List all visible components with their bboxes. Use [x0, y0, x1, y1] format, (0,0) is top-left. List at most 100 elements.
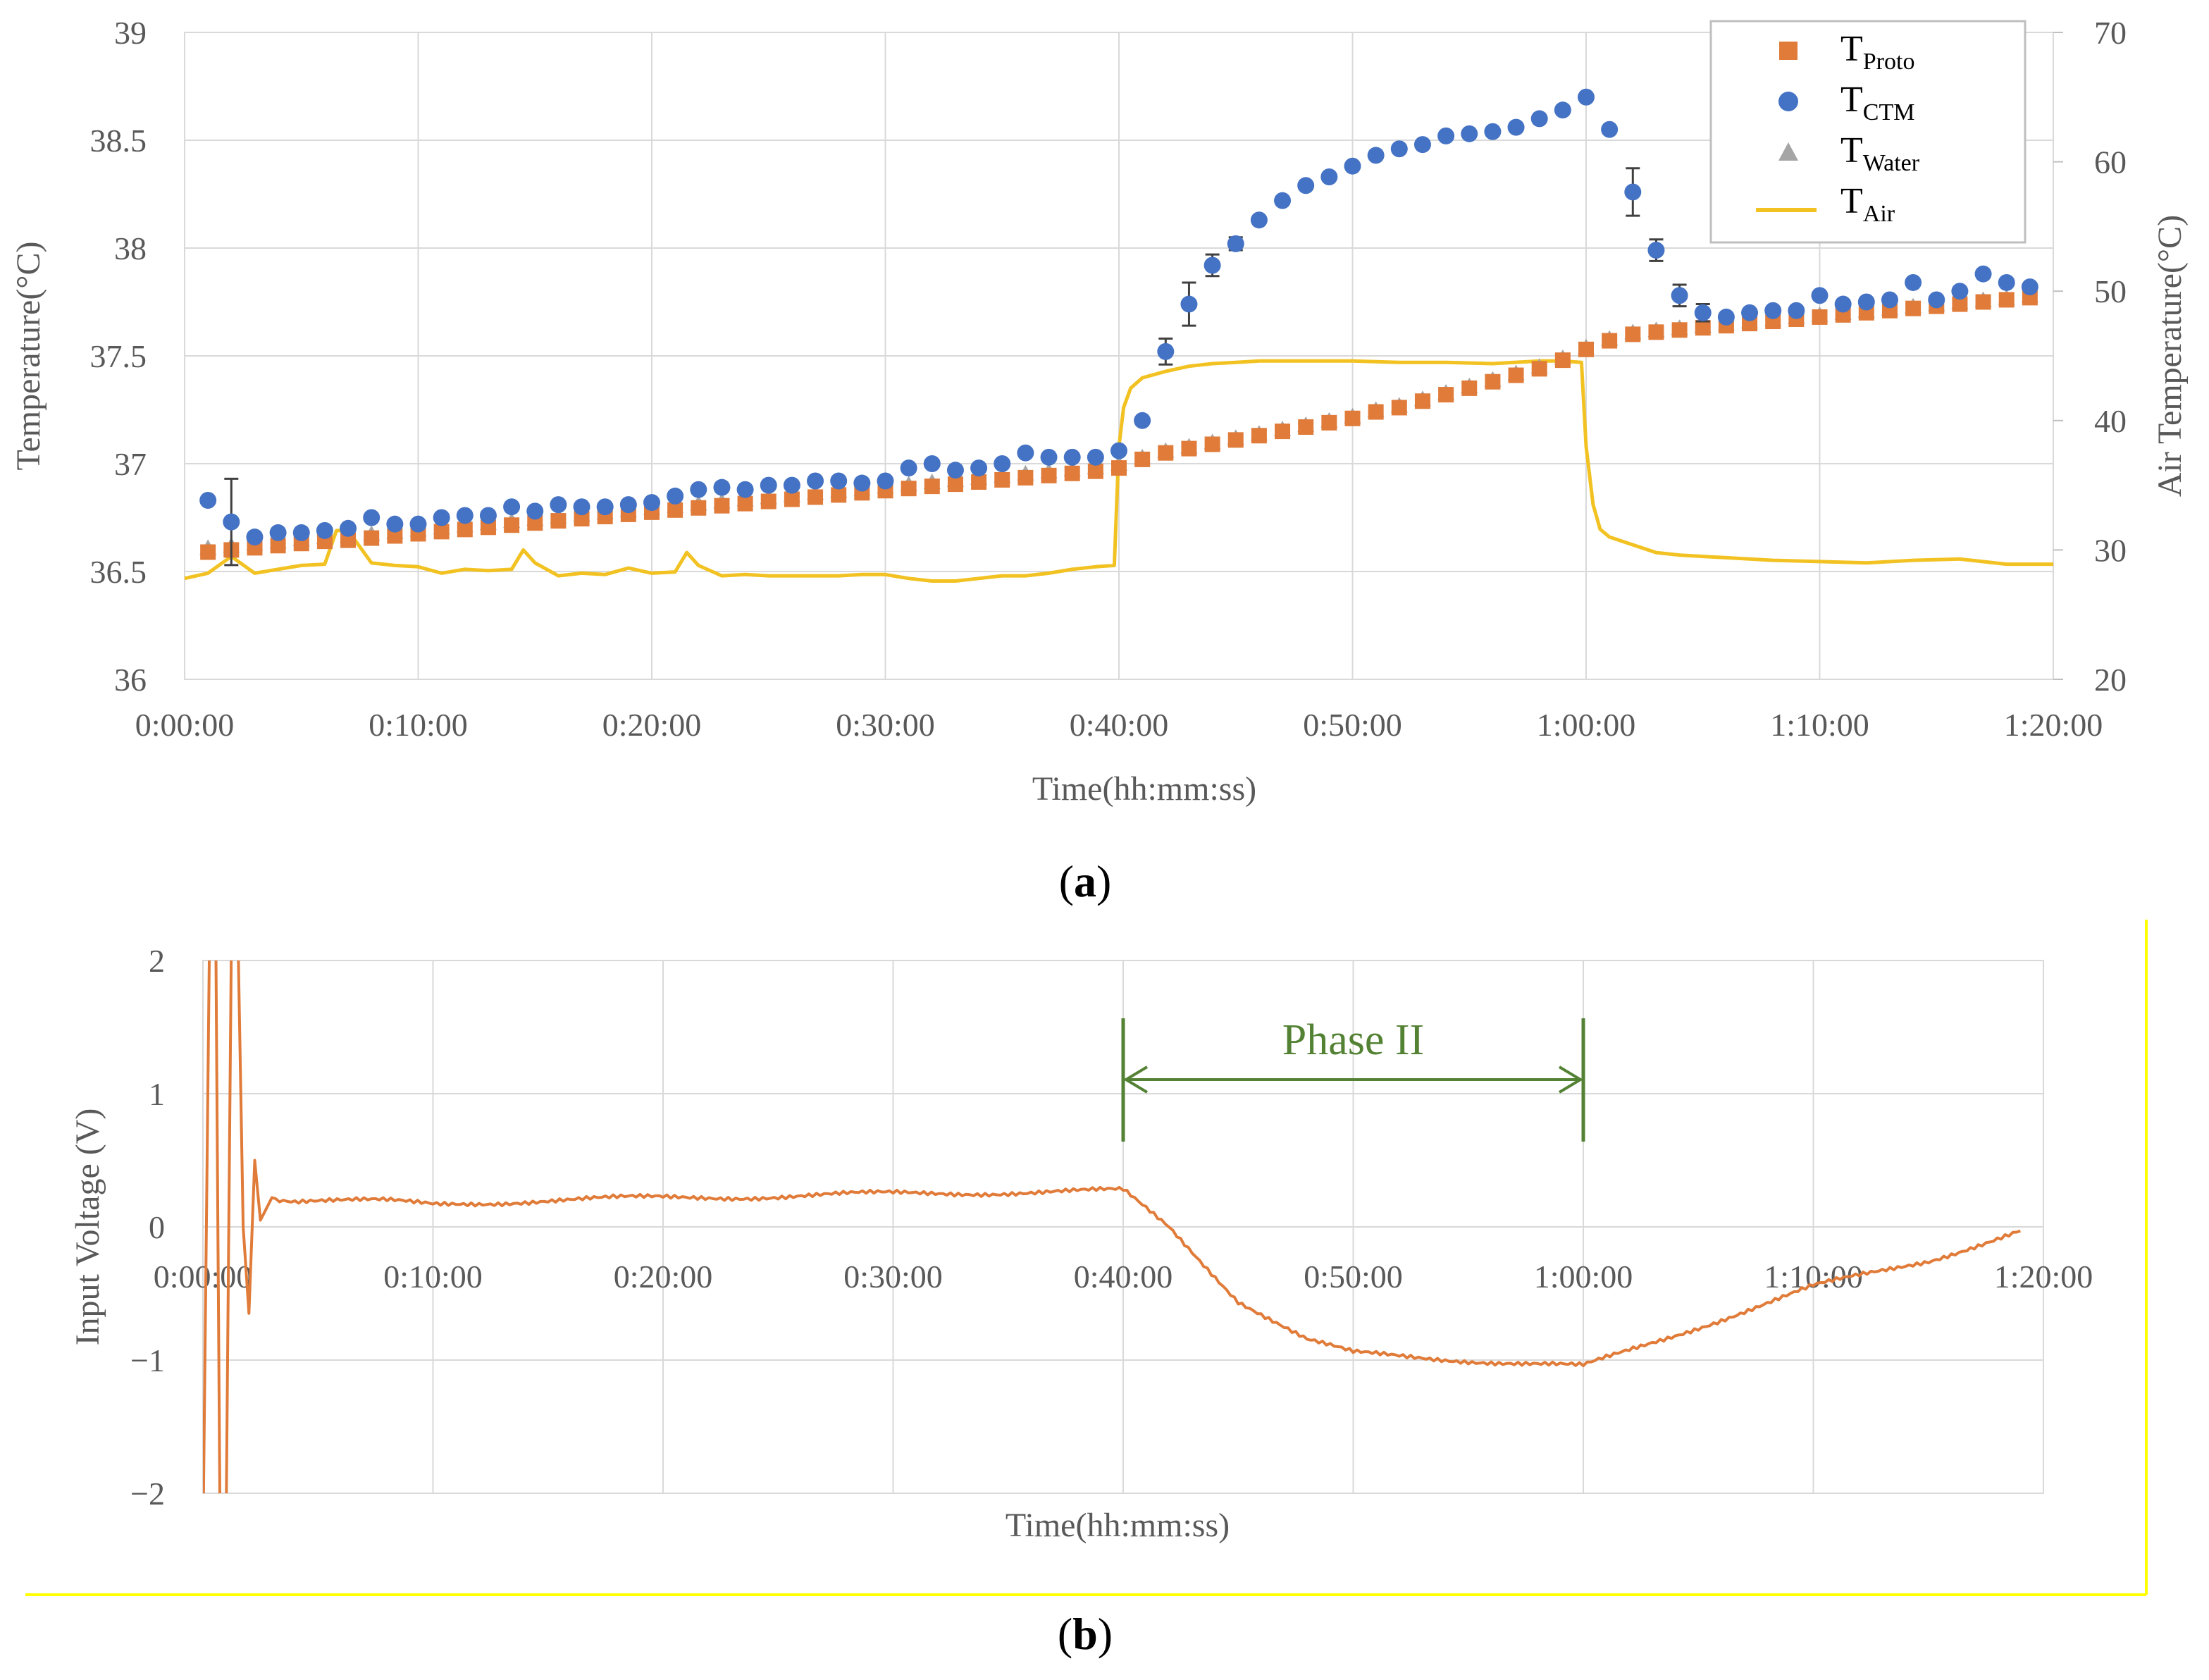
- t-proto-point: [550, 513, 567, 529]
- t-proto-point: [364, 530, 380, 546]
- t-proto-point: [1508, 367, 1524, 383]
- chart-b-gridlines: [202, 960, 2044, 1494]
- t-ctm-point: [1180, 295, 1198, 313]
- t-ctm-point: [830, 472, 848, 490]
- chart-b-x-tick: 1:00:00: [1534, 1259, 1633, 1295]
- t-proto-point: [691, 500, 707, 516]
- t-proto-point: [574, 511, 590, 527]
- chart-a-x-tick: 0:20:00: [602, 707, 702, 743]
- chart-b-y-tick: 2: [149, 943, 165, 979]
- t-proto-point: [1975, 294, 1991, 310]
- chart-a: 0:00:00 0:10:00 0:20:00 0:30:00 0:40:00 0:50:…: [10, 15, 2189, 808]
- chart-a-y-tick: 37: [114, 446, 147, 482]
- chart-a-y-axis-label: Temperature(°C): [10, 241, 47, 470]
- t-ctm-point: [386, 515, 404, 533]
- t-ctm-point: [1203, 257, 1221, 274]
- t-proto-point: [1905, 300, 1922, 316]
- t-ctm-point: [1017, 444, 1034, 462]
- legend-label-main: T: [1840, 80, 1863, 120]
- t-proto-point: [947, 476, 963, 493]
- chart-b-y-tick: −1: [130, 1342, 165, 1378]
- chart-b-x-tick: 0:10:00: [383, 1259, 483, 1295]
- t-proto-point: [1602, 333, 1618, 349]
- t-air-line: [184, 359, 2053, 583]
- t-ctm-point: [1554, 101, 1571, 119]
- t-ctm-point: [807, 472, 824, 490]
- chart-a-x-tick: 1:10:00: [1770, 707, 1869, 743]
- t-ctm-point: [994, 455, 1011, 472]
- legend-label: TAir: [1840, 181, 1895, 227]
- chart-a-x-tick: 0:40:00: [1070, 707, 1169, 743]
- panel-a-letter: a: [1074, 856, 1096, 906]
- chart-b-x-axis-label: Time(hh:mm:ss): [1006, 1507, 1230, 1544]
- series-t-air: [184, 359, 2053, 583]
- t-proto-point: [1087, 463, 1103, 479]
- t-ctm-point: [970, 459, 988, 477]
- t-proto-point: [1998, 292, 2015, 308]
- t-ctm-point: [1507, 118, 1525, 136]
- t-ctm-point: [619, 496, 637, 514]
- chart-b-x-tick-labels: 0:00:00 0:10:00 0:20:00 0:30:00 0:40:00 0:50:…: [154, 1259, 2093, 1295]
- legend-label-main: T: [1840, 29, 1863, 69]
- legend-marker-triangle: [1778, 142, 1798, 161]
- t-ctm-point: [199, 492, 217, 509]
- t-ctm-point: [1063, 448, 1081, 466]
- t-ctm-point: [1274, 192, 1292, 209]
- t-proto-point: [200, 544, 216, 560]
- t-proto-point: [1438, 387, 1454, 403]
- t-proto-point: [1181, 440, 1197, 457]
- chart-a-y2-tick: 70: [2094, 15, 2127, 51]
- t-proto-point: [714, 498, 730, 514]
- t-proto-point: [760, 493, 776, 509]
- t-ctm-point: [363, 509, 380, 526]
- t-ctm-point: [223, 513, 240, 531]
- t-ctm-point: [1788, 302, 1805, 319]
- legend-label: TWater: [1840, 130, 1920, 176]
- t-proto-point: [1064, 465, 1080, 481]
- chart-a-y-tick-labels: 36 36.5 37 37.5 38 38.5 39: [90, 15, 147, 698]
- t-proto-point: [831, 487, 847, 503]
- legend-label-sub: CTM: [1863, 99, 1915, 125]
- t-ctm-point: [1694, 304, 1712, 321]
- t-ctm-point: [760, 476, 777, 494]
- legend-label-main: T: [1840, 181, 1863, 221]
- phase-ii-arrow-right: [1558, 1066, 1583, 1094]
- chart-a-y2-axis-label: Air Temperature(°C): [2151, 215, 2189, 497]
- t-ctm-point: [246, 529, 264, 546]
- chart-b-y-tick: −2: [130, 1476, 165, 1512]
- t-proto-point: [1321, 414, 1337, 431]
- t-proto-point: [1111, 460, 1127, 476]
- t-proto-point: [784, 491, 800, 507]
- chart-a-y-tick: 38: [114, 230, 147, 266]
- chart-b-y-tick: 0: [149, 1209, 165, 1245]
- t-ctm-point: [409, 515, 427, 533]
- t-ctm-point: [1344, 157, 1361, 175]
- legend-marker-square: [1779, 42, 1797, 60]
- t-proto-point: [667, 502, 683, 518]
- t-ctm-point: [1881, 291, 1898, 309]
- t-ctm-point: [573, 498, 590, 516]
- t-proto-point: [433, 524, 450, 540]
- t-ctm-point: [1624, 183, 1642, 201]
- t-proto-point: [1485, 373, 1501, 390]
- t-proto-point: [1227, 432, 1244, 448]
- phase-ii-annotation: Phase II: [1121, 1016, 1585, 1142]
- t-proto-point: [1017, 469, 1034, 486]
- series-input-voltage: [203, 961, 2021, 1493]
- t-ctm-point: [456, 507, 474, 524]
- phase-ii-label: Phase II: [1282, 1016, 1424, 1064]
- t-proto-point: [527, 515, 543, 531]
- t-ctm-point: [1484, 123, 1502, 140]
- t-ctm-point: [1530, 110, 1548, 128]
- t-ctm-point: [1601, 121, 1619, 138]
- t-ctm-point: [923, 455, 941, 472]
- t-proto-point: [1251, 428, 1267, 444]
- panel-b-caption: (b): [1058, 1609, 1113, 1659]
- t-ctm-point: [1857, 293, 1875, 311]
- t-proto-point: [924, 478, 940, 495]
- chart-a-x-tick: 1:00:00: [1537, 707, 1636, 743]
- chart-a-x-tick: 0:00:00: [135, 707, 235, 743]
- t-proto-point: [1554, 352, 1571, 369]
- t-ctm-point: [316, 521, 333, 539]
